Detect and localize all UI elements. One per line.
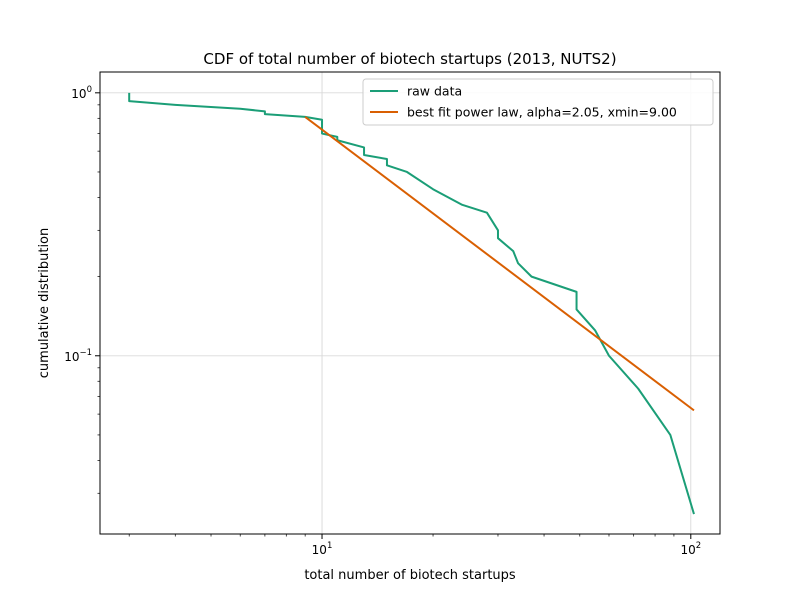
chart-title: CDF of total number of biotech startups …: [203, 50, 616, 68]
x-axis-label: total number of biotech startups: [304, 568, 516, 583]
legend-label-2: best fit power law, alpha=2.05, xmin=9.0…: [407, 105, 677, 120]
y-axis-label: cumulative distribution: [37, 228, 52, 378]
legend-label-1: raw data: [407, 84, 462, 99]
legend: raw data best fit power law, alpha=2.05, …: [363, 79, 713, 125]
